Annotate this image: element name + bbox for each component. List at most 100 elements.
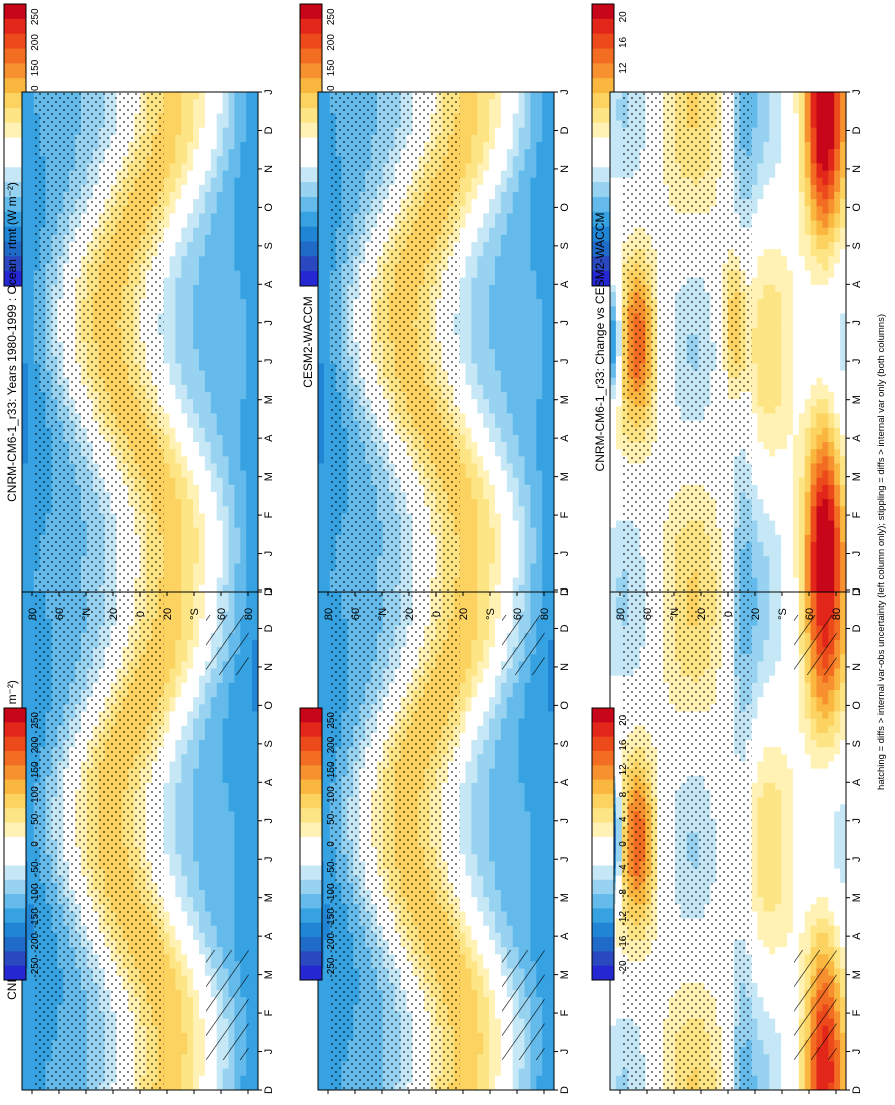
heatmap-cell	[27, 590, 35, 598]
heatmap-cell	[175, 968, 182, 977]
heatmap-cell	[175, 320, 182, 329]
heatmap-cell	[169, 120, 176, 129]
heatmap-cell	[163, 570, 171, 579]
heatmap-cell	[27, 292, 35, 300]
heatmap-cell	[204, 1082, 212, 1090]
heatmap-cell	[193, 904, 200, 913]
heatmap-cell	[246, 718, 253, 727]
heatmap-cell	[27, 1047, 35, 1055]
heatmap-cell	[169, 542, 176, 550]
heatmap-cell	[163, 413, 171, 422]
heatmap-cell	[246, 875, 253, 884]
heatmap-cell	[187, 747, 194, 755]
heatmap-cell	[27, 327, 35, 336]
heatmap-cell	[27, 1018, 35, 1027]
heatmap-cell	[193, 1004, 200, 1013]
heatmap-cell	[252, 1068, 258, 1077]
heatmap-cell	[246, 918, 253, 927]
heatmap-cell	[240, 925, 247, 934]
heatmap-cell	[175, 370, 182, 379]
heatmap-cell	[169, 618, 176, 627]
heatmap-cell	[181, 647, 188, 655]
heatmap-cell	[252, 661, 258, 670]
heatmap-cell	[175, 342, 182, 350]
heatmap-cell	[199, 682, 206, 691]
heatmap-cell	[199, 1025, 206, 1034]
heatmap-cell	[204, 818, 212, 827]
heatmap-cell	[163, 661, 171, 670]
heatmap-cell	[193, 682, 200, 691]
heatmap-cell	[175, 420, 182, 429]
heatmap-cell	[246, 975, 253, 984]
heatmap-cell	[22, 534, 29, 543]
heatmap-cell	[181, 299, 188, 307]
heatmap-cell	[22, 184, 29, 193]
heatmap-cell	[193, 577, 200, 586]
heatmap-cell	[222, 882, 230, 891]
heatmap-cell	[246, 868, 253, 877]
heatmap-cell	[27, 492, 35, 500]
heatmap-cell	[181, 227, 188, 236]
heatmap-cell	[193, 442, 200, 450]
colorbar-swatch	[4, 18, 26, 35]
heatmap-cell	[222, 675, 230, 684]
heatmap-cell	[252, 754, 258, 763]
heatmap-cell	[210, 704, 218, 713]
heatmap-cell	[204, 882, 212, 891]
heatmap-cell	[163, 897, 171, 905]
heatmap-cell	[27, 890, 35, 898]
heatmap-cell	[22, 625, 29, 634]
heatmap-cell	[169, 206, 176, 215]
heatmap-cell	[163, 768, 171, 777]
heatmap-cell	[222, 890, 230, 898]
heatmap-cell	[22, 556, 29, 565]
heatmap-cell	[175, 597, 182, 605]
heatmap-cell	[246, 947, 253, 955]
heatmap-cell	[181, 370, 188, 379]
heatmap-cell	[27, 163, 35, 172]
heatmap-cell	[204, 732, 212, 741]
heatmap-cell	[22, 399, 29, 407]
heatmap-cell	[187, 163, 194, 172]
heatmap-cell	[27, 577, 35, 586]
heatmap-cell	[246, 818, 253, 827]
heatmap-cell	[175, 682, 182, 691]
heatmap-cell	[27, 725, 35, 734]
heatmap-cell	[187, 647, 194, 655]
heatmap-cell	[175, 897, 182, 905]
heatmap-cell	[199, 861, 206, 870]
heatmap-cell	[210, 1068, 218, 1077]
heatmap-cell	[181, 313, 188, 322]
heatmap-cell	[193, 406, 200, 415]
heatmap-cell	[187, 632, 194, 641]
heatmap-cell	[27, 997, 35, 1005]
heatmap-cell	[240, 832, 247, 841]
heatmap-cell	[22, 527, 29, 536]
heatmap-cell	[199, 982, 206, 991]
heatmap-cell	[210, 940, 218, 948]
heatmap-cell	[181, 1011, 188, 1020]
heatmap-cell	[163, 484, 171, 493]
heatmap-cell	[181, 320, 188, 329]
heatmap-cell	[175, 434, 182, 443]
heatmap-cell	[181, 675, 188, 684]
heatmap-cell	[240, 904, 247, 913]
heatmap-cell	[169, 470, 176, 479]
heatmap-cell	[246, 897, 253, 905]
heatmap-cell	[246, 790, 253, 798]
heatmap-cell	[234, 711, 241, 720]
heatmap-cell	[163, 463, 171, 472]
heatmap-cell	[240, 897, 247, 905]
heatmap-cell	[163, 740, 171, 748]
heatmap-cell	[199, 690, 206, 698]
heatmap-cell	[216, 1075, 224, 1084]
heatmap-cell	[22, 306, 29, 315]
heatmap-cell	[252, 682, 258, 691]
heatmap-cell	[187, 861, 194, 870]
heatmap-cell	[222, 718, 230, 727]
heatmap-cell	[228, 818, 235, 827]
heatmap-cell	[193, 690, 200, 698]
heatmap-cell	[169, 968, 176, 977]
heatmap-cell	[163, 711, 171, 720]
heatmap-cell	[27, 911, 35, 920]
